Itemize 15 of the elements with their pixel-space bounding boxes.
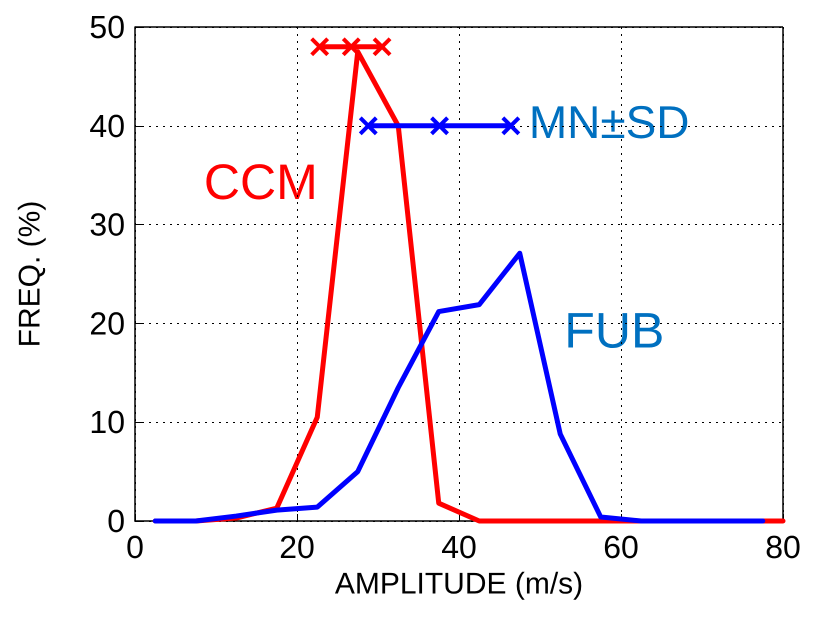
x-tick-label: 20: [279, 529, 315, 565]
annotation: MN±SD: [528, 96, 690, 148]
series-label: FUB: [564, 302, 664, 358]
y-tick-label: 40: [89, 108, 125, 144]
y-tick-label: 10: [89, 404, 125, 440]
y-tick-label: 30: [89, 206, 125, 243]
x-tick-label: 80: [765, 529, 801, 565]
y-tick-label: 0: [107, 503, 125, 539]
y-axis-title: FREQ. (%): [14, 200, 46, 348]
y-tick-label: 20: [89, 305, 125, 342]
y-tick-label: 50: [89, 9, 125, 45]
x-tick-label: 40: [441, 529, 477, 565]
x-axis-title: AMPLITUDE (m/s): [334, 568, 584, 600]
series-label: CCM: [204, 154, 318, 210]
x-tick-label: 60: [603, 529, 639, 565]
